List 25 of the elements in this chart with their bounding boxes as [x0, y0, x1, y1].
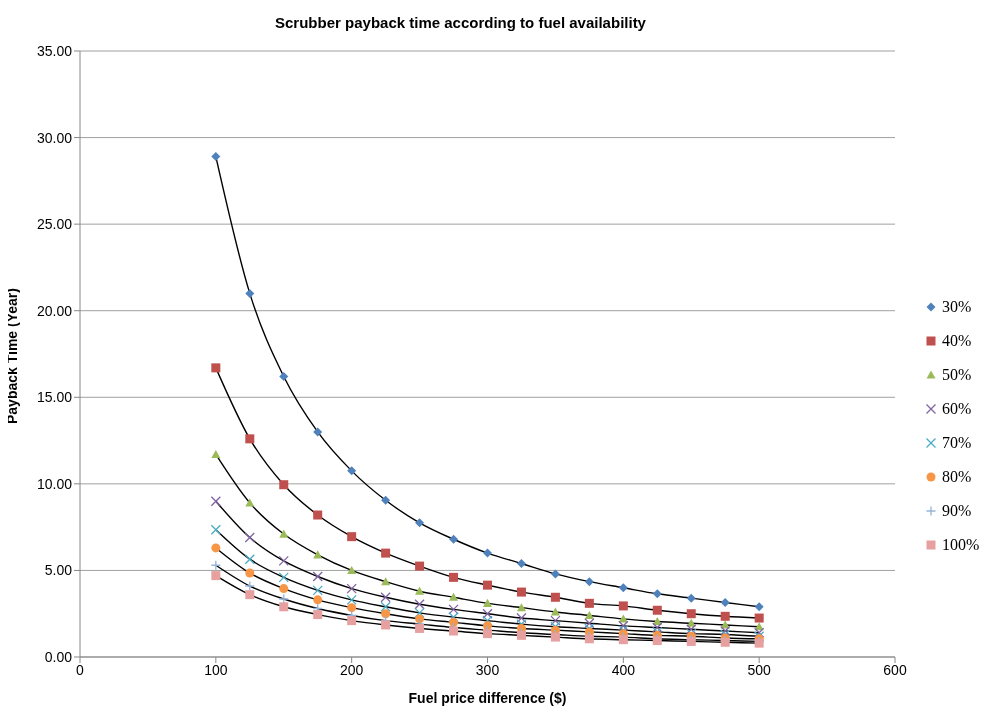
- x-tick-label: 200: [339, 661, 364, 678]
- x-tick-label: 100: [204, 661, 228, 678]
- chart-title: Scrubber payback time according to fuel availability: [274, 14, 647, 31]
- y-tick-label: 5.00: [44, 562, 73, 579]
- x-tick-label: 400: [611, 661, 636, 678]
- legend-label: 40%: [942, 332, 972, 350]
- y-tick-label: 25.00: [36, 216, 73, 233]
- legend-label: 60%: [942, 400, 972, 418]
- y-tick-label: 30.00: [36, 129, 73, 146]
- legend-label: 30%: [942, 298, 972, 316]
- y-tick-label: 10.00: [36, 475, 73, 492]
- x-tick-label: 600: [883, 661, 907, 678]
- legend-label: 50%: [942, 366, 972, 384]
- legend-label: 80%: [942, 468, 972, 486]
- x-tick-label: 0: [76, 661, 85, 678]
- legend-label: 90%: [942, 502, 972, 520]
- y-tick-label: 20.00: [36, 302, 73, 319]
- legend-label: 70%: [942, 434, 972, 452]
- legend-label: 100%: [942, 536, 980, 554]
- y-tick-label: 35.00: [36, 42, 73, 59]
- y-tick-label: 15.00: [36, 389, 73, 406]
- y-tick-label: 0.00: [44, 648, 73, 665]
- x-tick-label: 300: [475, 661, 500, 678]
- x-tick-label: 500: [747, 661, 772, 678]
- x-axis-title: Fuel price difference ($): [408, 690, 567, 706]
